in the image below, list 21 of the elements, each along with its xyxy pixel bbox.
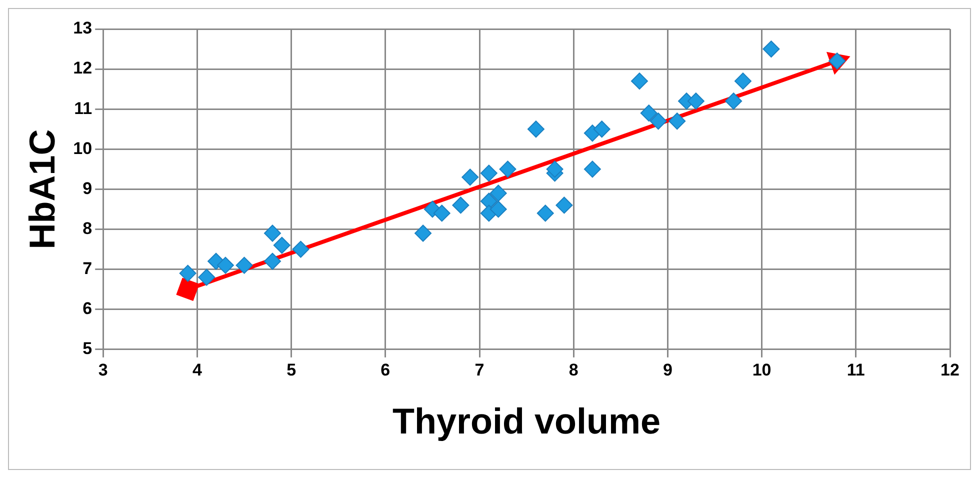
x-axis-title: Thyroid volume <box>392 400 661 442</box>
y-tick-label: 8 <box>82 218 92 238</box>
y-tick-label: 7 <box>82 258 92 278</box>
y-tick-label: 5 <box>82 339 92 358</box>
x-tick-label: 11 <box>846 360 865 380</box>
x-tick-label: 12 <box>940 360 960 380</box>
x-tick-label: 3 <box>98 360 108 380</box>
x-tick-label: 7 <box>474 360 484 380</box>
x-tick-label: 10 <box>752 360 772 380</box>
y-tick-label: 11 <box>74 98 92 118</box>
y-tick-label: 13 <box>73 18 92 38</box>
x-tick-label: 6 <box>380 360 390 380</box>
x-tick-label: 5 <box>286 360 296 380</box>
x-tick-label: 8 <box>568 360 578 380</box>
y-tick-label: 6 <box>82 299 92 318</box>
x-tick-label: 9 <box>662 360 672 380</box>
x-tick-label: 4 <box>192 360 202 380</box>
y-axis-title: HbA1C <box>22 129 63 250</box>
y-tick-label: 9 <box>82 178 92 198</box>
y-tick-label: 12 <box>73 58 92 78</box>
y-tick-label: 10 <box>73 138 92 158</box>
